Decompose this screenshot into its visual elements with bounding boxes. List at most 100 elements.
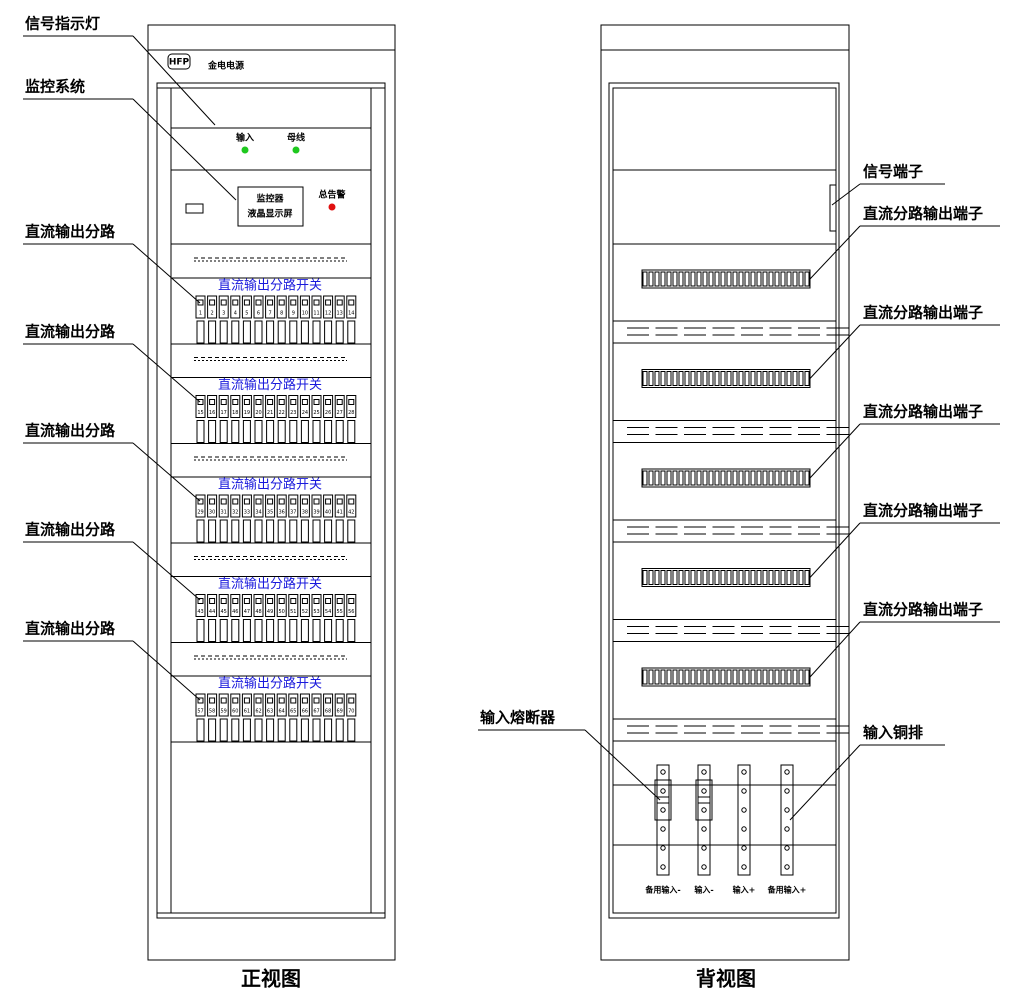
terminal: [726, 669, 732, 685]
breaker-number: 15: [197, 410, 203, 416]
alarm-led: [328, 203, 336, 211]
breaker: [195, 395, 206, 418]
terminal: [792, 669, 798, 685]
fuse-part: [697, 796, 711, 804]
breaker-number: 50: [279, 609, 285, 615]
breaker-slot: [324, 619, 333, 642]
leader-line: [132, 98, 237, 201]
terminal: [708, 371, 714, 386]
breaker-handle: [209, 299, 216, 306]
fuse: [695, 779, 713, 821]
terminal: [738, 470, 744, 486]
breaker-handle: [301, 498, 308, 505]
breaker-handle: [267, 399, 274, 405]
callout-label: 直流输出分路: [25, 223, 116, 241]
breaker-slot: [312, 619, 321, 642]
breaker-number: 32: [232, 510, 238, 516]
busbar-hole: [660, 769, 666, 775]
busbar-hole: [741, 788, 747, 794]
callout-label: 输入熔断器: [480, 709, 556, 727]
busbar-hole: [741, 845, 747, 851]
switch-title: 直流输出分路开关: [218, 377, 322, 393]
callout-label: 输入铜排: [863, 724, 923, 742]
busbar: [737, 764, 751, 876]
breaker-handle: [220, 399, 227, 405]
breaker: [346, 295, 357, 319]
breaker-number: 5: [245, 311, 248, 317]
breaker-number: 41: [337, 510, 343, 516]
breaker: [253, 295, 264, 319]
terminal: [690, 470, 696, 486]
leader-line: [831, 183, 861, 206]
breaker-slot: [254, 619, 263, 642]
breaker-handle: [209, 498, 216, 505]
breaker-slot: [312, 420, 321, 443]
breaker-number: 17: [221, 410, 227, 416]
breaker-number: 60: [232, 709, 238, 715]
terminal: [672, 371, 678, 386]
breaker-handle: [255, 697, 262, 704]
terminal: [744, 570, 750, 585]
breaker-slot: [242, 519, 251, 543]
breaker-handle: [243, 697, 250, 704]
breaker-slot: [219, 519, 228, 543]
breaker-slot: [196, 619, 205, 642]
indicator-label: 输入: [236, 132, 254, 144]
breaker-slot: [324, 519, 333, 543]
terminal: [714, 470, 720, 486]
breaker-number: 28: [348, 410, 354, 416]
terminal: [678, 470, 684, 486]
breaker-number: 68: [325, 709, 331, 715]
frame: [170, 87, 372, 914]
breaker-number: 52: [302, 609, 308, 615]
breaker-handle: [313, 697, 320, 704]
breaker-slot: [347, 420, 356, 443]
breaker: [276, 594, 287, 617]
breaker: [323, 295, 334, 319]
breaker-slot: [335, 519, 344, 543]
breaker-handle: [267, 498, 274, 505]
breaker: [323, 693, 334, 717]
terminal: [804, 271, 810, 287]
busbar-hole: [741, 826, 747, 832]
breaker-handle: [243, 399, 250, 405]
breaker-slot: [196, 519, 205, 543]
terminal: [654, 570, 660, 585]
terminal: [744, 371, 750, 386]
switch-title: 直流输出分路开关: [218, 278, 322, 294]
terminal: [672, 570, 678, 585]
leader-line: [809, 522, 861, 578]
breaker-handle: [301, 399, 308, 405]
busbar-hole: [701, 788, 707, 794]
callout-label: 直流分路输出端子: [863, 403, 983, 421]
terminal: [804, 371, 810, 386]
breaker-slot: [266, 619, 275, 642]
terminal: [720, 371, 726, 386]
breaker-slot: [242, 718, 251, 742]
breaker-slot: [208, 718, 217, 742]
breaker-slot: [300, 718, 309, 742]
breaker-number: 13: [337, 311, 343, 317]
terminal: [708, 570, 714, 585]
terminal: [732, 570, 738, 585]
breaker: [334, 494, 345, 518]
terminal: [690, 371, 696, 386]
busbar-hole: [660, 845, 666, 851]
terminal: [660, 371, 666, 386]
breaker-handle: [313, 498, 320, 505]
breaker-number: 19: [244, 410, 250, 416]
terminal: [702, 669, 708, 685]
terminal: [732, 371, 738, 386]
breaker: [195, 693, 206, 717]
breaker-slot: [289, 718, 298, 742]
breaker-handle: [267, 598, 274, 604]
breaker-number: 30: [209, 510, 215, 516]
breaker-slot: [196, 420, 205, 443]
breaker-slot: [300, 420, 309, 443]
caption: 背视图: [696, 967, 756, 991]
breaker-number: 3: [222, 311, 225, 317]
callout-label: 直流输出分路: [25, 422, 116, 440]
busbar-hole: [784, 826, 790, 832]
breaker: [276, 693, 287, 717]
